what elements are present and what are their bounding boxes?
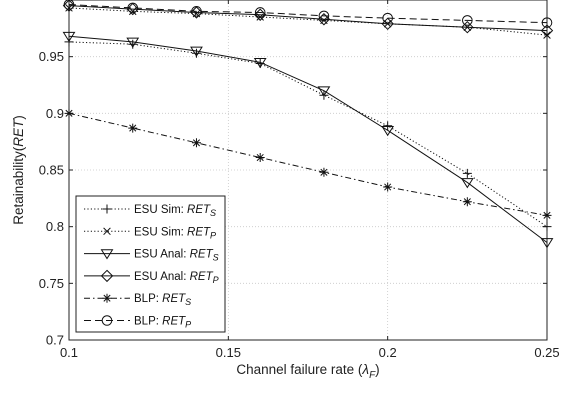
data-point	[540, 238, 554, 249]
data-point	[191, 6, 202, 17]
legend-item: ESU Sim: RETS	[84, 204, 216, 218]
legend-box	[75, 195, 226, 333]
data-point	[542, 222, 552, 232]
y-tick-label: 0.95	[39, 49, 64, 64]
data-point	[63, 0, 75, 10]
legend-label: BLP: RETP	[134, 316, 191, 330]
x-axis-label: Channel failure rate (λF)	[236, 362, 379, 381]
data-point	[126, 2, 139, 16]
data-point	[190, 46, 203, 57]
legend-marker	[100, 269, 114, 283]
data-point	[190, 6, 203, 19]
series-line	[68, 35, 548, 243]
y-axis-label: Retainability(RET)	[11, 115, 26, 225]
series-line	[68, 112, 548, 216]
x-tick-label: 0.2	[379, 345, 397, 360]
data-point	[255, 153, 265, 163]
legend-item: BLP: RETS	[84, 293, 191, 307]
legend-marker	[101, 315, 113, 326]
legend-marker	[102, 293, 112, 303]
legend-item: ESU Sim: RETP	[84, 226, 216, 240]
data-point	[382, 12, 393, 24]
data-point	[62, 0, 76, 12]
y-tick-label: 0.85	[39, 163, 64, 178]
legend-label: ESU Sim: RETP	[134, 226, 216, 240]
data-point	[383, 121, 393, 131]
legend-label: ESU Sim: RETS	[134, 204, 216, 218]
x-tick-label: 0.25	[534, 345, 559, 360]
data-point	[254, 7, 266, 18]
x-tick-label: 0.1	[60, 345, 78, 360]
data-point	[127, 2, 139, 14]
legend-item: ESU Anal: RETP	[84, 269, 219, 285]
legend-item: ESU Anal: RETS	[84, 249, 219, 263]
data-point	[381, 17, 394, 31]
data-point	[542, 210, 552, 220]
data-point	[540, 24, 554, 37]
data-point	[541, 17, 553, 28]
data-point	[317, 86, 331, 97]
legend-label: BLP: RETS	[134, 293, 191, 307]
data-point	[318, 10, 330, 22]
legend-marker	[102, 204, 112, 214]
data-point	[191, 138, 201, 148]
y-tick-label: 0.9	[46, 106, 64, 121]
legend-item: BLP: RETP	[84, 315, 191, 330]
series-line	[68, 41, 548, 228]
data-point	[460, 178, 474, 189]
data-point	[462, 197, 472, 207]
y-tick-label: 0.8	[46, 219, 64, 234]
series-triangle-down	[62, 31, 554, 249]
y-tick-label: 0.75	[39, 276, 64, 291]
y-tick-label: 0.7	[46, 333, 64, 348]
data-point	[317, 13, 331, 26]
x-tick-label: 0.15	[216, 345, 241, 360]
data-point	[128, 123, 138, 133]
series-line	[68, 4, 548, 24]
data-point	[126, 37, 140, 48]
data-point	[383, 182, 393, 192]
series-asterisk	[64, 108, 552, 220]
legend-label: ESU Anal: RETS	[134, 249, 219, 263]
data-point	[543, 31, 551, 39]
legend-marker	[100, 249, 114, 260]
series-circle	[63, 0, 553, 28]
legend: ESU Sim: RETS ESU Sim: RETP ESU Anal: RETS…	[75, 195, 226, 333]
legend-label: ESU Anal: RETP	[134, 271, 219, 285]
data-point	[62, 31, 76, 43]
data-point	[461, 20, 474, 34]
data-point	[64, 108, 74, 118]
legend-marker	[103, 227, 111, 236]
data-point	[462, 15, 473, 26]
data-point	[253, 57, 267, 69]
data-point	[462, 168, 472, 178]
series-line	[68, 5, 548, 32]
data-point	[319, 167, 329, 177]
data-point	[381, 125, 395, 137]
